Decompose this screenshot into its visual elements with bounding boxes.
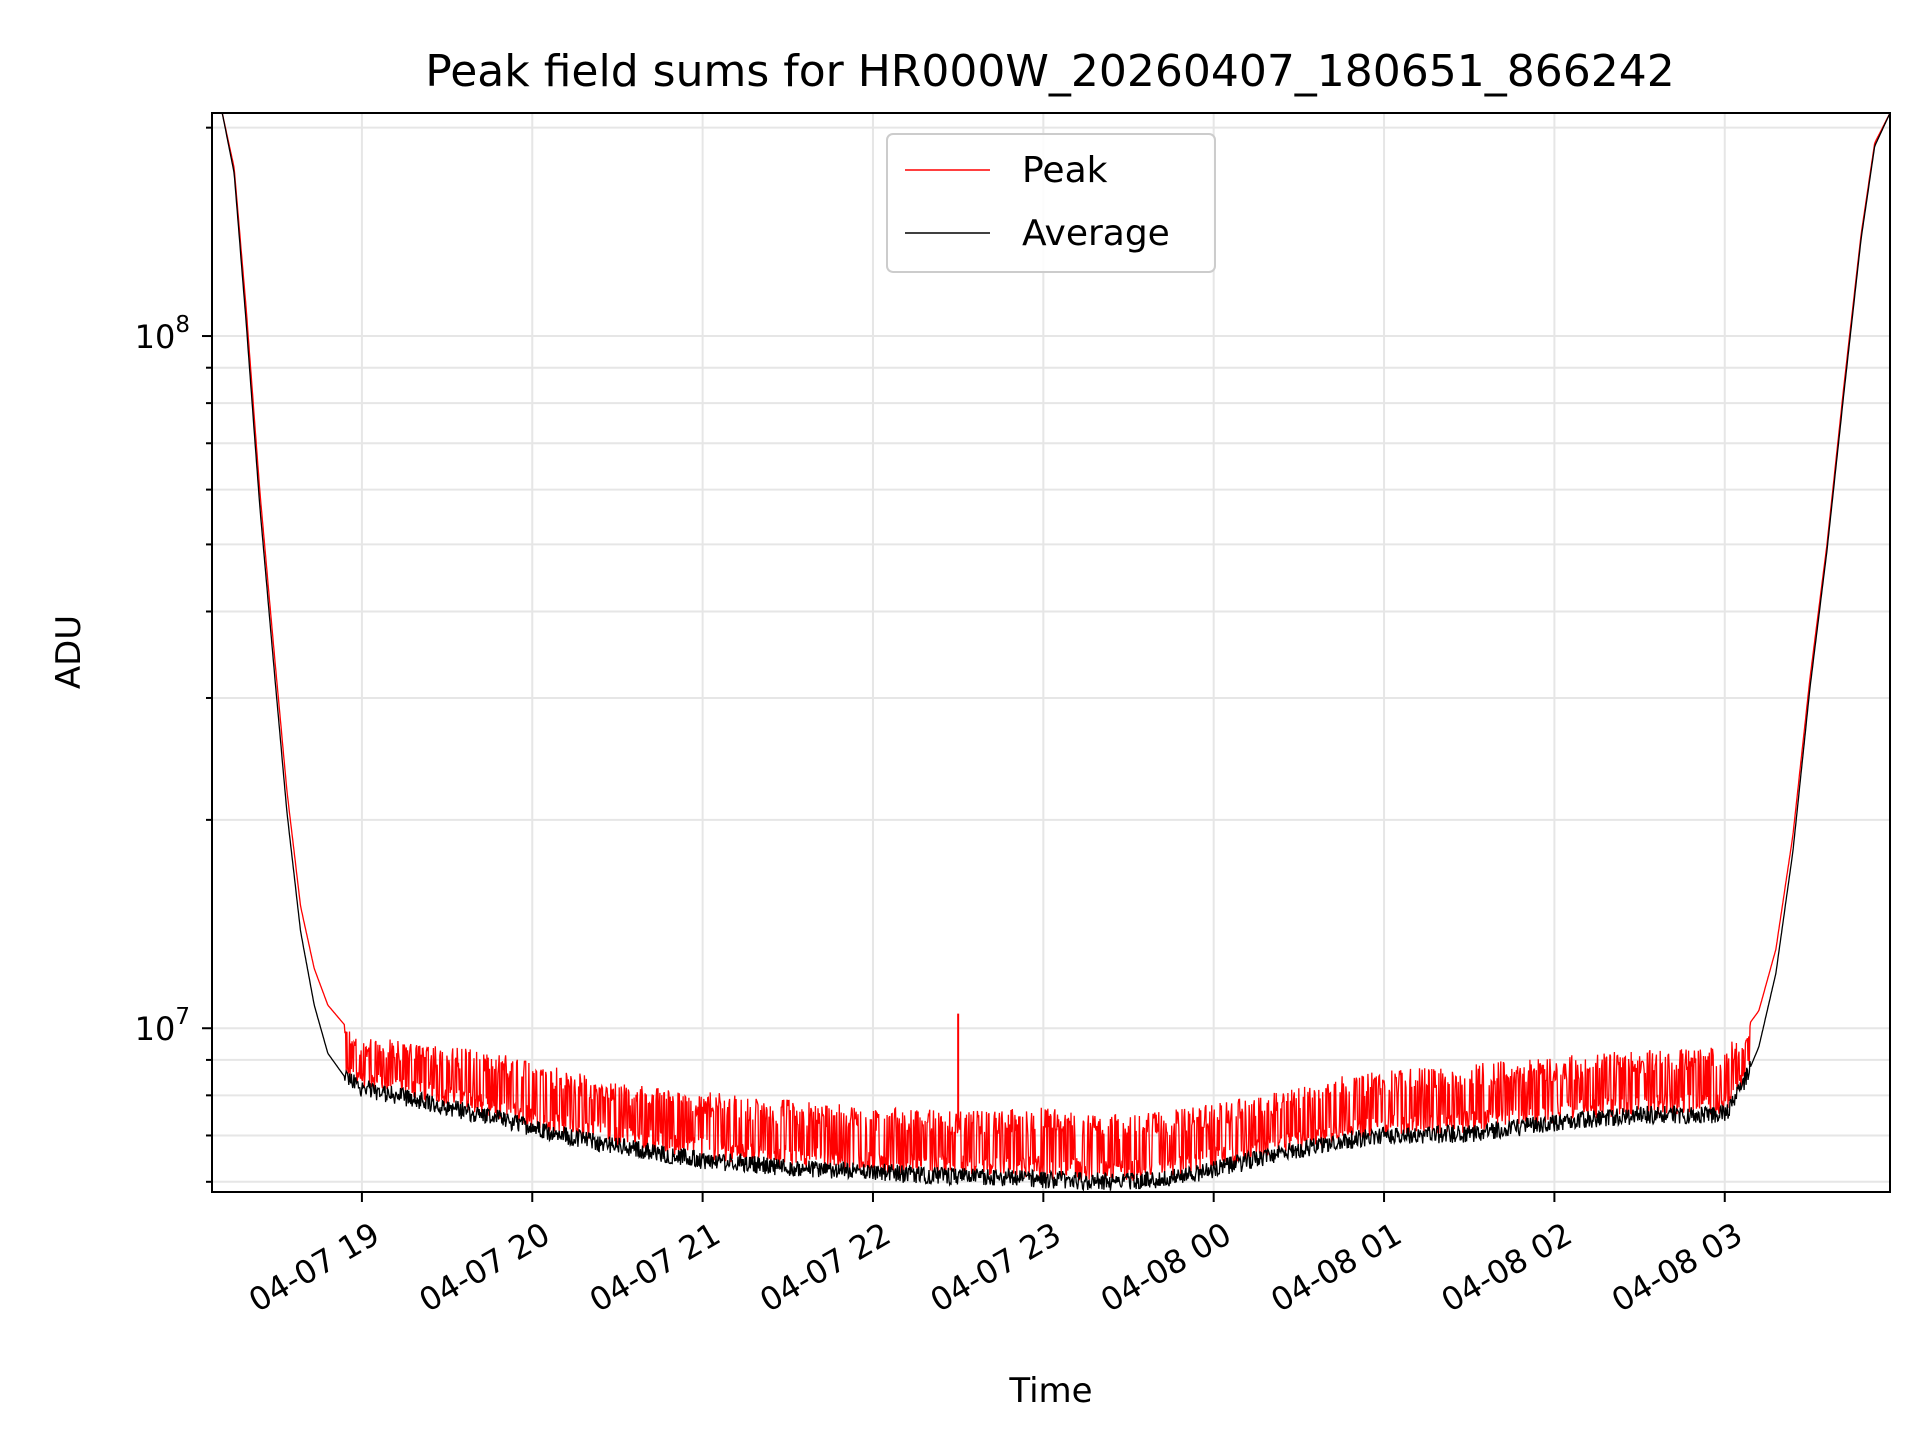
y-tick-label: 107 [135, 1004, 190, 1048]
plot-series [212, 113, 1890, 1192]
x-axis-label: Time [1008, 1371, 1092, 1411]
y-tick-label: 108 [135, 312, 190, 356]
legend-label-peak: Peak [1022, 150, 1108, 191]
plot-frame [211, 112, 1891, 1193]
legend: Peak Average [886, 133, 1216, 273]
y-axis-ticks: 107 108 [135, 126, 212, 1183]
y-axis-label: ADU [49, 615, 89, 689]
series-line-average [212, 113, 1890, 1192]
chart-title: Peak field sums for HR000W_20260407_1806… [425, 46, 1675, 97]
legend-box [886, 133, 1216, 273]
series-line-peak [212, 113, 1890, 1181]
legend-label-average: Average [1022, 213, 1170, 254]
